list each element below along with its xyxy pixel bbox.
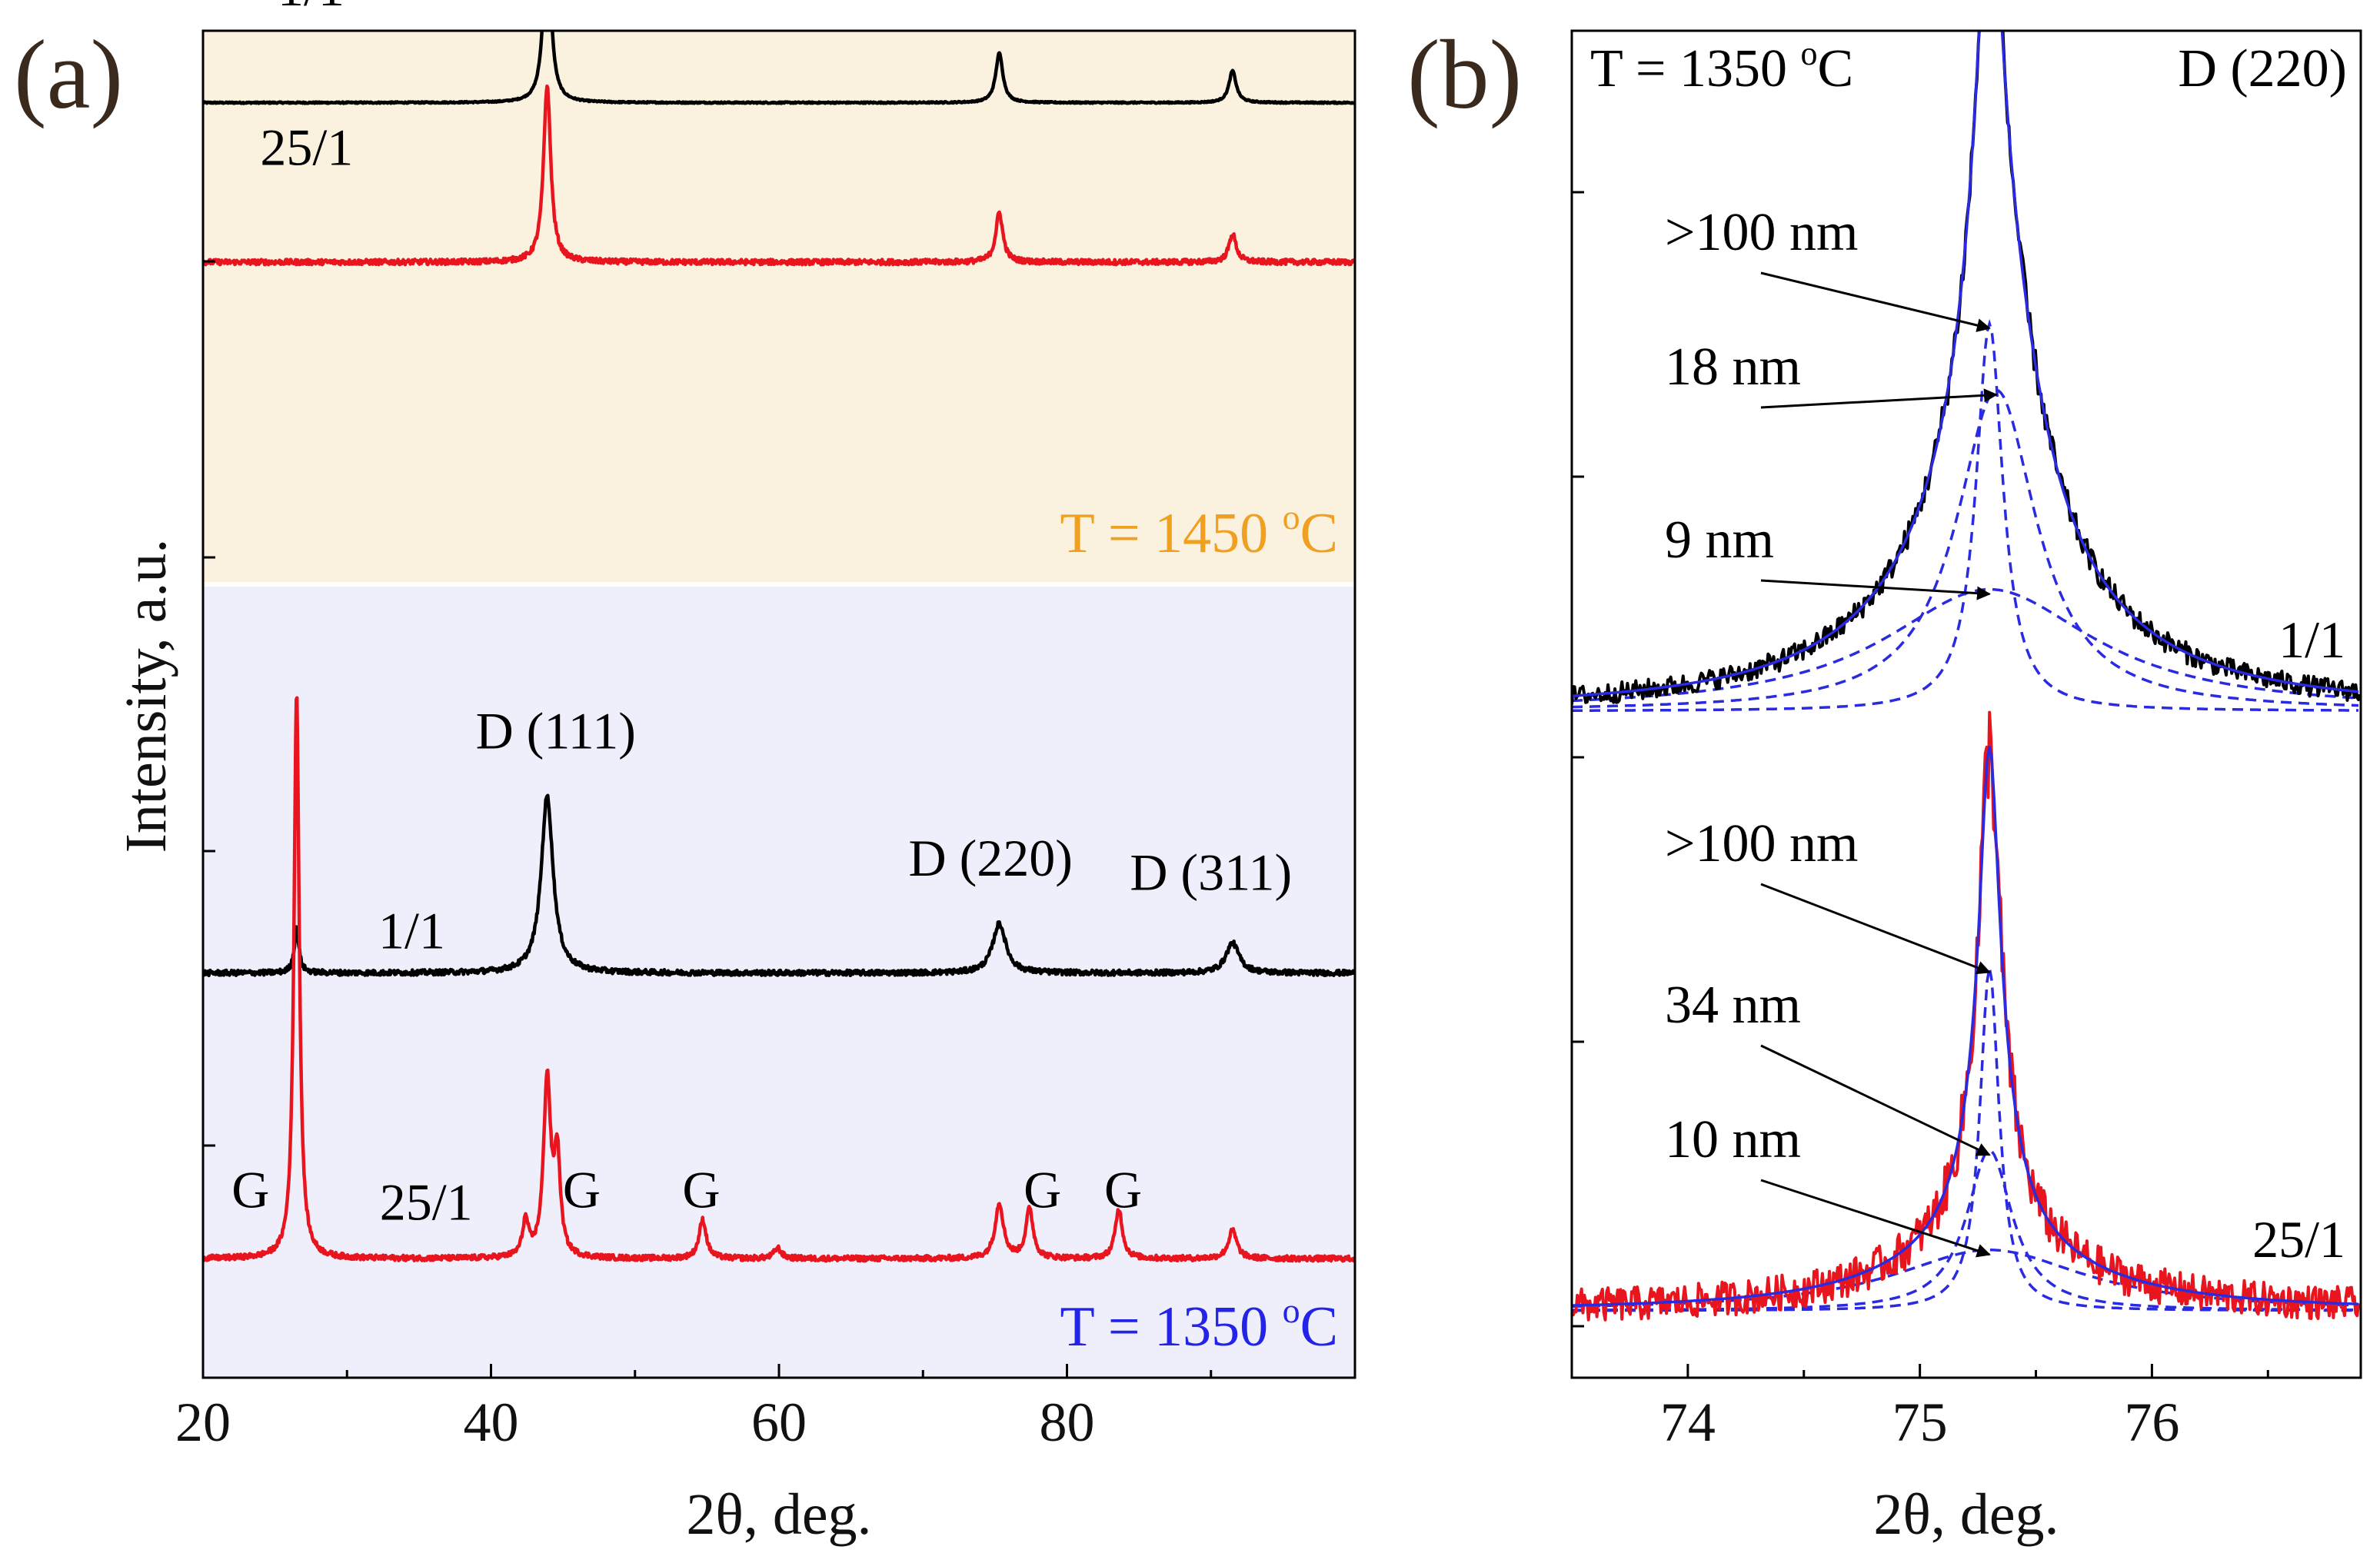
b-x-tick-label-0: 74 [1660, 1392, 1716, 1453]
panel-b-xrd-chart: 1/1 >100 nm 18 nm 9 nm 25/1 >100 nm 34 nm 10 nm… [1570, 29, 2362, 1547]
series-line-1 [203, 84, 1355, 267]
panel-b-title-left: T = 1350 oC [1590, 35, 1853, 98]
annotation-8: G [563, 1161, 601, 1219]
size-arrow-1-1 [1760, 1044, 1991, 1156]
fit-component-1-1 [1572, 1149, 2358, 1312]
size-arrow-1-2 [1760, 1179, 1991, 1258]
annotation-10: G [1024, 1161, 1061, 1219]
size-label-0-1: 18 nm [1665, 338, 1801, 397]
series-line-2 [203, 793, 1355, 978]
x-tick-label-1: 40 [464, 1392, 519, 1453]
fit-component-0-1 [1572, 388, 2359, 709]
panel-b-frame [1570, 29, 2362, 1379]
series-line-0 [203, 31, 1355, 105]
panel-b-title-left-unit: C [1817, 39, 1853, 98]
size-arrow-0-2 [1760, 579, 1991, 600]
panel-a-label: (a) [14, 20, 123, 129]
size-arrow-0-0 [1760, 271, 1991, 332]
region-background-0 [203, 31, 1355, 584]
size-label-1-0: >100 nm [1665, 814, 1858, 873]
series-line-3 [203, 696, 1355, 1263]
size-label-0-2: 9 nm [1665, 510, 1774, 570]
size-label-1-1: 34 nm [1665, 976, 1801, 1035]
size-label-0-0: >100 nm [1665, 203, 1858, 262]
panel-a-xlabel: 2θ, deg. [686, 1482, 871, 1547]
group-label-1: 25/1 [2252, 1210, 2345, 1269]
panel-a-xrd-chart: 1/125/11/125/1D (111)D (220)D (311)GGGGG… [114, 0, 1356, 1547]
region-label-0: T = 1450 oC [1060, 497, 1338, 565]
panel-b-xlabel: 2θ, deg. [1873, 1482, 2059, 1547]
fit-total-1 [1572, 746, 2359, 1307]
panel-b-title-left-main: T = 1350 [1590, 39, 1800, 98]
annotation-1: 25/1 [260, 118, 353, 176]
group-label-0: 1/1 [2278, 610, 2345, 669]
annotation-6: D (311) [1130, 843, 1292, 902]
x-tick-label-3: 80 [1040, 1392, 1095, 1453]
fit-total-0 [1572, 31, 2359, 698]
region-label-1: T = 1350 oC [1060, 1291, 1338, 1358]
annotation-9: G [682, 1161, 720, 1219]
annotation-7: G [231, 1161, 269, 1219]
b-x-tick-label-1: 75 [1892, 1392, 1948, 1453]
annotation-3: 25/1 [380, 1173, 473, 1232]
size-arrow-1-0 [1760, 883, 1991, 975]
panel-b-title-right: D (220) [2178, 39, 2347, 98]
annotation-5: D (220) [909, 829, 1073, 887]
size-arrow-0-1 [1760, 388, 1999, 409]
b-x-tick-label-2: 76 [2124, 1392, 2179, 1453]
x-tick-label-2: 60 [751, 1392, 807, 1453]
annotation-4: D (111) [476, 702, 636, 760]
panel-a-ylabel: Intensity, a.u. [114, 539, 178, 853]
panel-b-title-left-sup: o [1800, 35, 1817, 72]
annotation-11: G [1104, 1161, 1142, 1219]
annotation-0: 1/1 [278, 0, 345, 17]
x-tick-label-0: 20 [175, 1392, 231, 1453]
panel-b-label: (b) [1407, 20, 1522, 129]
annotation-2: 1/1 [378, 901, 445, 959]
size-label-1-2: 10 nm [1665, 1110, 1801, 1169]
